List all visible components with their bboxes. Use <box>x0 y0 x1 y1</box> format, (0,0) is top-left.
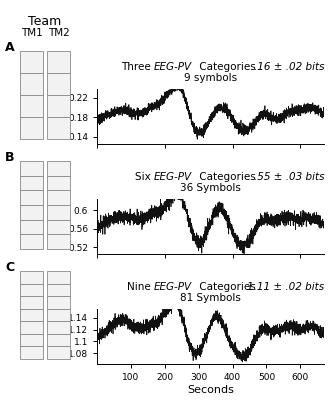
Y-axis label: NI (bits): NI (bits) <box>55 207 65 246</box>
Text: A: A <box>5 41 14 54</box>
Text: Team: Team <box>28 15 62 28</box>
Y-axis label: NI (bits): NI (bits) <box>55 97 65 136</box>
Text: Categories: Categories <box>196 282 256 292</box>
Text: EEG-PV: EEG-PV <box>154 172 192 182</box>
Text: 81 Symbols: 81 Symbols <box>180 294 241 304</box>
Text: Three: Three <box>121 62 154 72</box>
Text: .16 ± .02 bits: .16 ± .02 bits <box>254 62 324 72</box>
Text: 9 symbols: 9 symbols <box>184 74 237 84</box>
Text: EEG-PV: EEG-PV <box>154 282 192 292</box>
Text: Six: Six <box>135 172 154 182</box>
Text: TM2: TM2 <box>48 28 69 38</box>
Text: TM1: TM1 <box>21 28 42 38</box>
Text: 36 Symbols: 36 Symbols <box>180 184 241 194</box>
Text: 1.11 ± .02 bits: 1.11 ± .02 bits <box>247 282 324 292</box>
Y-axis label: NI (bits): NI (bits) <box>55 317 65 356</box>
Text: Nine: Nine <box>127 282 154 292</box>
X-axis label: Seconds: Seconds <box>187 385 234 395</box>
Text: Categories: Categories <box>196 172 256 182</box>
Text: .55 ± .03 bits: .55 ± .03 bits <box>254 172 324 182</box>
Text: Categories: Categories <box>196 62 256 72</box>
Text: C: C <box>5 261 14 274</box>
Text: B: B <box>5 151 14 164</box>
Text: EEG-PV: EEG-PV <box>154 62 192 72</box>
